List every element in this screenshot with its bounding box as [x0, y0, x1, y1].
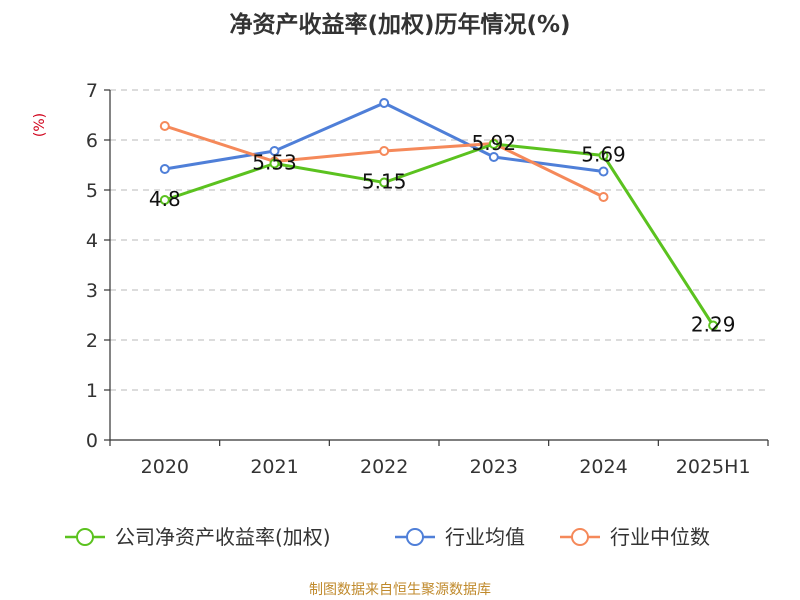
chart-title: 净资产收益率(加权)历年情况(%) [229, 11, 570, 38]
series-lines [159, 98, 719, 331]
legend-label: 公司净资产收益率(加权) [115, 525, 331, 549]
legend-label: 行业中位数 [610, 525, 710, 549]
legend[interactable]: 公司净资产收益率(加权) 行业均值 行业中位数 [65, 525, 710, 549]
series-line-1 [164, 101, 604, 173]
data-label: 5.53 [252, 151, 297, 175]
y-tick-label: 1 [86, 380, 98, 402]
y-tick-label: 6 [86, 130, 98, 152]
legend-item-1[interactable]: 行业均值 [395, 525, 525, 549]
data-label: 5.92 [472, 131, 517, 155]
axes: 0 1 2 3 4 5 6 7 2020 2021 2022 2023 2024 2025H1 [86, 80, 769, 478]
data-label: 5.15 [362, 170, 407, 194]
data-point[interactable] [598, 166, 609, 177]
y-tick-label: 7 [86, 80, 98, 102]
y-tick-label: 2 [86, 330, 98, 352]
data-label: 2.29 [691, 313, 736, 337]
source-note: 制图数据来自恒生聚源数据库 [309, 582, 491, 598]
legend-label: 行业均值 [445, 525, 525, 549]
data-point[interactable] [708, 320, 719, 331]
x-tick-label: 2023 [470, 456, 518, 478]
data-point[interactable] [488, 139, 499, 149]
legend-item-2[interactable]: 行业中位数 [560, 525, 710, 549]
y-tick-label: 3 [86, 280, 98, 302]
series-line-0 [164, 142, 715, 327]
data-point[interactable] [379, 146, 390, 156]
data-point[interactable] [269, 146, 280, 156]
y-tick-label: 5 [86, 180, 98, 202]
data-point[interactable] [379, 98, 390, 108]
data-point[interactable] [159, 195, 170, 205]
x-tick-label: 2024 [579, 456, 627, 478]
x-tick-label: 2022 [360, 456, 408, 478]
data-labels: 4.8 5.53 5.15 5.92 5.69 2.29 [149, 131, 736, 337]
x-tick-label: 2020 [141, 456, 189, 478]
grid-lines [110, 89, 768, 391]
legend-marker [76, 528, 94, 546]
legend-marker [571, 528, 589, 546]
y-tick-label: 0 [86, 430, 98, 452]
legend-item-0[interactable]: 公司净资产收益率(加权) [65, 525, 331, 549]
x-tick-label: 2021 [250, 456, 298, 478]
data-point[interactable] [159, 164, 170, 174]
y-axis-label: (%) [32, 113, 48, 137]
y-tick-label: 4 [86, 230, 98, 252]
data-point[interactable] [379, 177, 390, 188]
data-label: 4.8 [149, 187, 181, 211]
data-point[interactable] [488, 152, 499, 162]
data-point[interactable] [159, 121, 170, 131]
x-tick-label: 2025H1 [676, 456, 751, 478]
legend-marker [406, 528, 424, 546]
data-point[interactable] [598, 150, 609, 161]
data-point[interactable] [598, 192, 609, 202]
data-label: 5.69 [581, 143, 626, 167]
data-point[interactable] [269, 158, 280, 169]
